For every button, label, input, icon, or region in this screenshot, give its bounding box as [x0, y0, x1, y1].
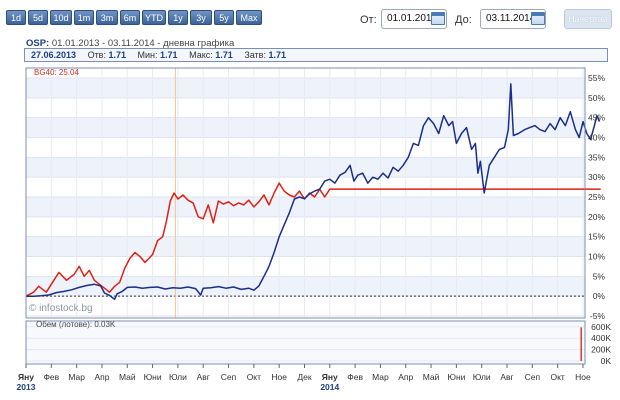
low-label: Мин:	[137, 50, 158, 60]
x-tick-label: Май	[119, 372, 136, 382]
x-tick-label: Фев	[43, 372, 59, 382]
x-tick-label: Май	[423, 372, 440, 382]
high-value: 1.71	[215, 50, 233, 60]
x-tick-label: Яну	[322, 372, 338, 382]
x-tick-label: Мар	[68, 372, 85, 382]
grid-band	[26, 197, 585, 217]
quote-date: 27.06.2013	[31, 50, 77, 60]
volume-label: Обем (лотове): 0.03K	[36, 320, 116, 329]
x-tick-label: Апр	[94, 372, 109, 382]
grid-lines	[25, 68, 585, 318]
y-tick-label: 30%	[588, 172, 605, 182]
x-tick-label: Авг	[500, 372, 513, 382]
range-button-5y[interactable]: 5y	[214, 10, 234, 25]
volume-bar	[580, 327, 582, 361]
grid-band	[26, 78, 585, 98]
watermark: © infostock.bg	[29, 303, 93, 314]
y-tick-label: 5%	[593, 271, 606, 281]
x-tick-label: Фев	[347, 372, 363, 382]
chart-title: OSP: 01.01.2013 - 03.11.2014 - дневна гр…	[26, 38, 234, 49]
open-label: Отв:	[87, 50, 106, 60]
x-tick-label: Юни	[447, 372, 465, 382]
from-label: От:	[360, 14, 377, 26]
x-tick-label: Авг	[197, 372, 210, 382]
x-tick-label: Яну	[18, 372, 34, 382]
x-tick-label: Юли	[473, 372, 491, 382]
volume-border	[25, 320, 586, 365]
to-date-input[interactable]: 03.11.2014	[480, 9, 546, 29]
calendar-icon[interactable]	[531, 12, 545, 25]
range-button-6m[interactable]: 6m	[120, 10, 140, 25]
quote-box: 27.06.2013 Отв: 1.71 Мин: 1.71 Макс: 1.7…	[24, 48, 608, 62]
range-button-5d[interactable]: 5d	[28, 10, 48, 25]
x-tick-label: Окт	[247, 372, 261, 382]
grid-band	[26, 117, 585, 138]
grid-band	[26, 236, 585, 257]
x-tick-label: Ное	[575, 372, 591, 382]
series-line-bg40	[25, 182, 601, 297]
grid-band	[26, 157, 585, 178]
y-tick-label: 20%	[588, 212, 605, 222]
period-label: 01.01.2013 - 03.11.2014	[51, 38, 155, 49]
x-tick-label: Юли	[169, 372, 187, 382]
from-date-input[interactable]: 01.01.2013	[381, 9, 447, 29]
y-tick-label: 35%	[588, 152, 605, 162]
grid-bands	[26, 68, 585, 318]
x-tick-label: Юни	[144, 372, 162, 382]
y-tick-label: -5%	[590, 311, 606, 321]
range-button-1d[interactable]: 1d	[6, 10, 26, 25]
x-tick-label: Окт	[550, 372, 564, 382]
plot-border	[25, 67, 586, 319]
series-group	[25, 83, 601, 301]
x-tick-label: Сеп	[221, 372, 237, 382]
volume-tick-label: 400K	[591, 333, 611, 343]
chart-kind-label: - дневна графика	[157, 38, 235, 49]
range-button-ytd[interactable]: YTD	[142, 10, 166, 25]
y-tick-label: 10%	[588, 252, 605, 262]
y-tick-label: 50%	[588, 93, 605, 103]
range-button-1m[interactable]: 1m	[74, 10, 94, 25]
y-tick-label: 45%	[588, 113, 605, 123]
y-tick-label: 0%	[593, 291, 606, 301]
x-tick-label: Апр	[398, 372, 413, 382]
grid-band	[26, 276, 585, 297]
y-tick-label: 55%	[588, 73, 605, 83]
range-button-3y[interactable]: 3y	[190, 10, 212, 25]
volume-tick-label: 600K	[591, 322, 611, 332]
series-line-osp	[26, 83, 601, 301]
range-button-max[interactable]: Max	[236, 10, 262, 25]
range-button-3m[interactable]: 3m	[96, 10, 118, 25]
x-year-label: 2013	[17, 382, 36, 392]
range-button-10d[interactable]: 10d	[50, 10, 72, 25]
y-tick-label: 15%	[588, 232, 605, 242]
volume-background	[26, 321, 585, 364]
y-tick-label: 40%	[588, 133, 605, 143]
high-label: Макс:	[189, 50, 213, 60]
to-label: До:	[455, 14, 472, 26]
x-tick-label: Сеп	[525, 372, 541, 382]
close-label: Затв:	[244, 50, 266, 60]
open-value: 1.71	[108, 50, 127, 60]
calendar-icon[interactable]	[431, 12, 445, 25]
y-axis-labels: -5% 0% 5% 10% 15% 20% 25% 30% 35% 40% 45% 50% 55%	[588, 73, 605, 321]
low-value: 1.71	[160, 50, 178, 60]
volume-tick-label: 200K	[591, 345, 611, 355]
volume-tick-label: 0K	[601, 356, 612, 366]
y-tick-label: 25%	[588, 192, 605, 202]
range-toolbar: 1d 5d 10d 1m 3m 6m YTD 1y 3y 5y Max	[6, 10, 262, 26]
symbol-label: OSP:	[26, 38, 50, 49]
close-value: 1.71	[268, 50, 287, 60]
x-tick-label: Ное	[271, 372, 287, 382]
x-tick-label: Мар	[372, 372, 389, 382]
x-year-label: 2014	[320, 382, 339, 392]
index-label: BG40: 25.04	[34, 68, 79, 77]
draw-button[interactable]: Начертай	[564, 9, 612, 29]
x-tick-label: Дек	[297, 372, 311, 382]
range-button-1y[interactable]: 1y	[168, 10, 188, 25]
